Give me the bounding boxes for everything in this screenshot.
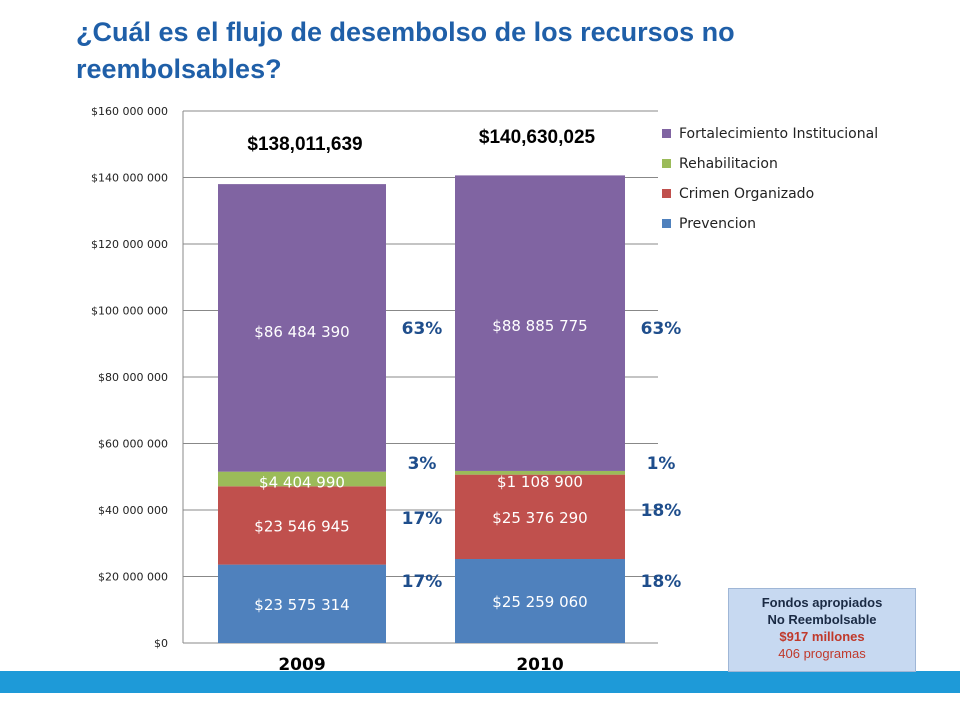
page-title: ¿Cuál es el flujo de desembolso de los r… <box>76 17 735 84</box>
x-tick-label: 2009 <box>278 655 325 675</box>
bar-segment-rehabilitacion <box>455 470 625 475</box>
bar-segment-fortalecimiento-institucional <box>218 184 386 472</box>
legend-label: Rehabilitacion <box>679 156 778 172</box>
percent-label: 18% <box>641 501 682 521</box>
percent-label: 63% <box>641 319 682 339</box>
legend-label: Crimen Organizado <box>679 186 814 202</box>
data-label: $4 404 990 <box>259 474 345 492</box>
bar-segment-prevencion <box>218 564 386 643</box>
fund-box-line2: No Reembolsable <box>767 612 877 627</box>
legend-swatch <box>662 189 671 198</box>
fund-box-amount: $917 millones <box>779 629 865 644</box>
y-tick-label: $140 000 000 <box>91 172 168 185</box>
data-label: $25 376 290 <box>492 509 587 527</box>
bar-segment-prevencion <box>455 559 625 643</box>
total-label: $138,011,639 <box>247 134 362 155</box>
legend-label: Prevencion <box>679 216 756 232</box>
footer-bar <box>0 671 960 693</box>
bar-segment-crimen-organizado <box>218 486 386 565</box>
y-tick-label: $20 000 000 <box>98 571 168 584</box>
legend-label: Fortalecimiento Institucional <box>679 126 878 142</box>
percent-label: 3% <box>408 454 437 474</box>
percent-label: 17% <box>402 509 443 529</box>
percent-label: 63% <box>402 319 443 339</box>
fund-box-line1: Fondos apropiados <box>761 595 883 610</box>
y-tick-label: $80 000 000 <box>98 371 168 384</box>
total-label: $140,630,025 <box>479 127 596 148</box>
data-label: $25 259 060 <box>492 593 587 611</box>
percent-label: 1% <box>647 454 676 474</box>
legend-swatch <box>662 129 671 138</box>
data-label: $86 484 390 <box>254 323 349 341</box>
data-label: $23 575 314 <box>254 596 349 614</box>
y-tick-label: $40 000 000 <box>98 504 168 517</box>
bar-segment-fortalecimiento-institucional <box>455 175 625 471</box>
y-tick-label: $60 000 000 <box>98 438 168 451</box>
x-tick-label: 2010 <box>516 655 563 675</box>
fund-summary-box: Fondos apropiados No Reembolsable $917 m… <box>728 588 916 672</box>
fund-box-programs: 406 programas <box>778 646 866 661</box>
data-label: $1 108 900 <box>497 473 583 491</box>
y-tick-label: $160 000 000 <box>91 105 168 118</box>
y-tick-label: $120 000 000 <box>91 238 168 251</box>
y-tick-label: $0 <box>154 637 168 650</box>
legend-swatch <box>662 219 671 228</box>
legend-swatch <box>662 159 671 168</box>
data-label: $88 885 775 <box>492 317 587 335</box>
percent-label: 18% <box>641 572 682 592</box>
percent-label: 17% <box>402 572 443 592</box>
bar-segment-rehabilitacion <box>218 471 386 487</box>
bar-segment-crimen-organizado <box>455 474 625 560</box>
y-tick-label: $100 000 000 <box>91 305 168 318</box>
data-label: $23 546 945 <box>254 517 349 535</box>
